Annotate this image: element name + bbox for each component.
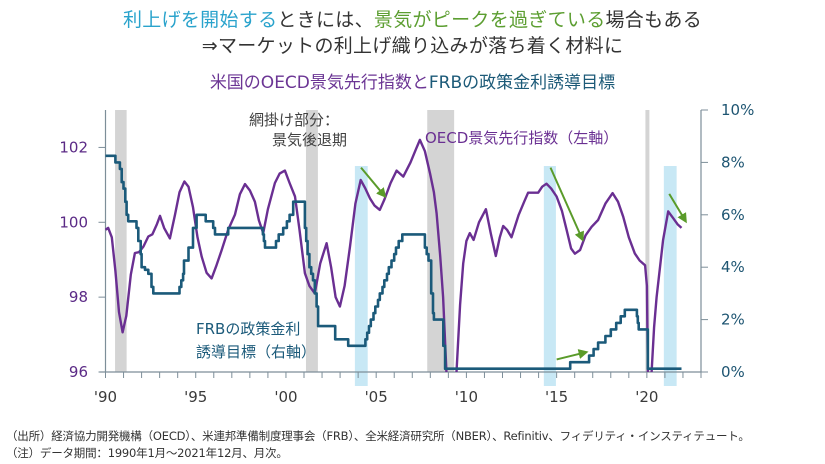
x-tick-label: '95 (184, 388, 207, 406)
oecd-series-label: OECD景気先行指数（左軸） (425, 129, 618, 147)
headline-part-rate-hike: 利上げを開始する (122, 9, 278, 31)
recession-band (427, 110, 455, 372)
headline-line-1: 利上げを開始するときには、景気がピークを過ぎている場合もある (0, 5, 825, 32)
rate-hike-start-band (543, 166, 556, 386)
chart-title-frb: FRBの政策金利誘導目標 (428, 73, 616, 93)
trend-arrow-icon (549, 167, 584, 242)
oecd-leading-index-line (105, 138, 683, 372)
left-y-tick-label: 102 (59, 138, 88, 156)
headline-part-case: 場合もある (605, 9, 703, 31)
headline-part-when: ときには、 (277, 9, 374, 31)
recession-band (305, 110, 318, 372)
source-note: （出所）経済協力開発機構（OECD）、米連邦準備制度理事会（FRB）、全米経済研… (6, 429, 750, 443)
x-tick-label: '10 (455, 388, 478, 406)
chart-title-oecd: 米国のOECD景気先行指数と (209, 73, 429, 93)
shade-legend-line-2: 景気後退期 (272, 131, 347, 149)
chart-title: 米国のOECD景気先行指数とFRBの政策金利誘導目標 (0, 68, 825, 93)
series-layer (105, 138, 683, 372)
axes-layer: '90 '95 '00 '05 '10 '15 '20 96 98 100 102 0% 2% 4% 6% 8… (59, 101, 754, 406)
data-period-note: （注）データ期間：1990年1月〜2021年12月、月次。 (6, 446, 288, 460)
rate-hike-start-band (663, 166, 677, 386)
right-y-tick-label: 4% (721, 258, 745, 276)
headline-part-peak: 景気がピークを過ぎている (373, 9, 606, 31)
right-y-tick-label: 10% (721, 101, 754, 119)
right-y-tick-label: 8% (721, 153, 745, 171)
right-y-tick-label: 0% (721, 363, 745, 381)
trend-arrow-icon (668, 193, 687, 224)
x-tick-label: '20 (635, 388, 658, 406)
rate-hike-start-band (354, 166, 368, 386)
left-y-tick-label: 96 (69, 363, 88, 381)
recession-band (645, 110, 650, 372)
x-tick-label: '05 (365, 388, 388, 406)
frb-series-label-line-2: 誘導目標（右軸） (196, 343, 316, 361)
x-tick-label: '15 (545, 388, 568, 406)
left-y-tick-label: 98 (69, 288, 88, 306)
arrows-layer (360, 167, 687, 361)
shading-layer (115, 110, 677, 386)
frb-series-label-line-1: FRBの政策金利 (196, 320, 300, 338)
x-tick-label: '90 (94, 388, 117, 406)
left-y-tick-label: 100 (59, 213, 88, 231)
shade-legend-line-1: 網掛け部分： (249, 111, 339, 129)
recession-band (115, 110, 127, 372)
right-y-tick-label: 2% (721, 311, 745, 329)
right-y-tick-label: 6% (721, 206, 745, 224)
headline-line-2: ⇒マーケットの利上げ織り込みが落ち着く材料に (201, 35, 624, 57)
trend-arrow-icon (556, 349, 589, 361)
trend-arrow-icon (360, 167, 387, 198)
frb-policy-rate-line (105, 154, 682, 370)
x-tick-label: '00 (274, 388, 297, 406)
